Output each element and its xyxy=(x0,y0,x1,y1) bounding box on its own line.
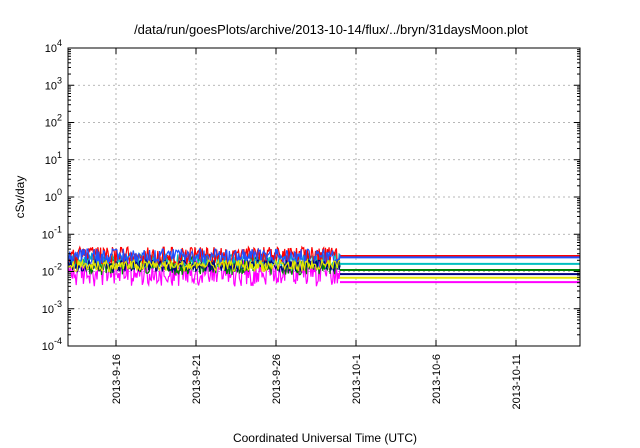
series-layer xyxy=(67,245,580,288)
x-tick-label: 2013-10-1 xyxy=(351,354,363,404)
y-tick-label: 10-2 xyxy=(42,262,62,279)
series-line-noisy xyxy=(67,258,340,273)
x-tick-label: 2013-10-6 xyxy=(431,354,443,404)
y-tick-label: 10-4 xyxy=(42,336,62,353)
y-tick-label: 100 xyxy=(45,187,62,204)
y-tick-label: 104 xyxy=(45,38,62,55)
x-tick-label: 2013-9-16 xyxy=(111,354,123,404)
x-tick-label: 2013-9-26 xyxy=(271,354,283,404)
y-tick-label: 101 xyxy=(45,150,62,167)
y-tick-label: 10-3 xyxy=(42,299,62,316)
x-axis: 2013-9-16 2013-9-21 2013-9-26 2013-10-1 2013… xyxy=(111,48,523,409)
chart-title: /data/run/goesPlots/archive/2013-10-14/f… xyxy=(134,22,528,37)
x-axis-label: Coordinated Universal Time (UTC) xyxy=(233,431,417,445)
x-tick-label: 2013-9-21 xyxy=(191,354,203,404)
x-tick-label: 2013-10-11 xyxy=(511,354,523,409)
y-axis: 10-4 10-3 10-2 10-1 100 101 102 103 104 xyxy=(42,38,580,353)
grid-layer xyxy=(68,48,580,346)
y-tick-label: 102 xyxy=(45,113,62,130)
y-tick-label: 103 xyxy=(45,75,62,92)
y-axis-label: cSv/day xyxy=(13,176,27,219)
series-line-noisy xyxy=(67,247,341,267)
y-tick-label: 10-1 xyxy=(42,224,62,241)
